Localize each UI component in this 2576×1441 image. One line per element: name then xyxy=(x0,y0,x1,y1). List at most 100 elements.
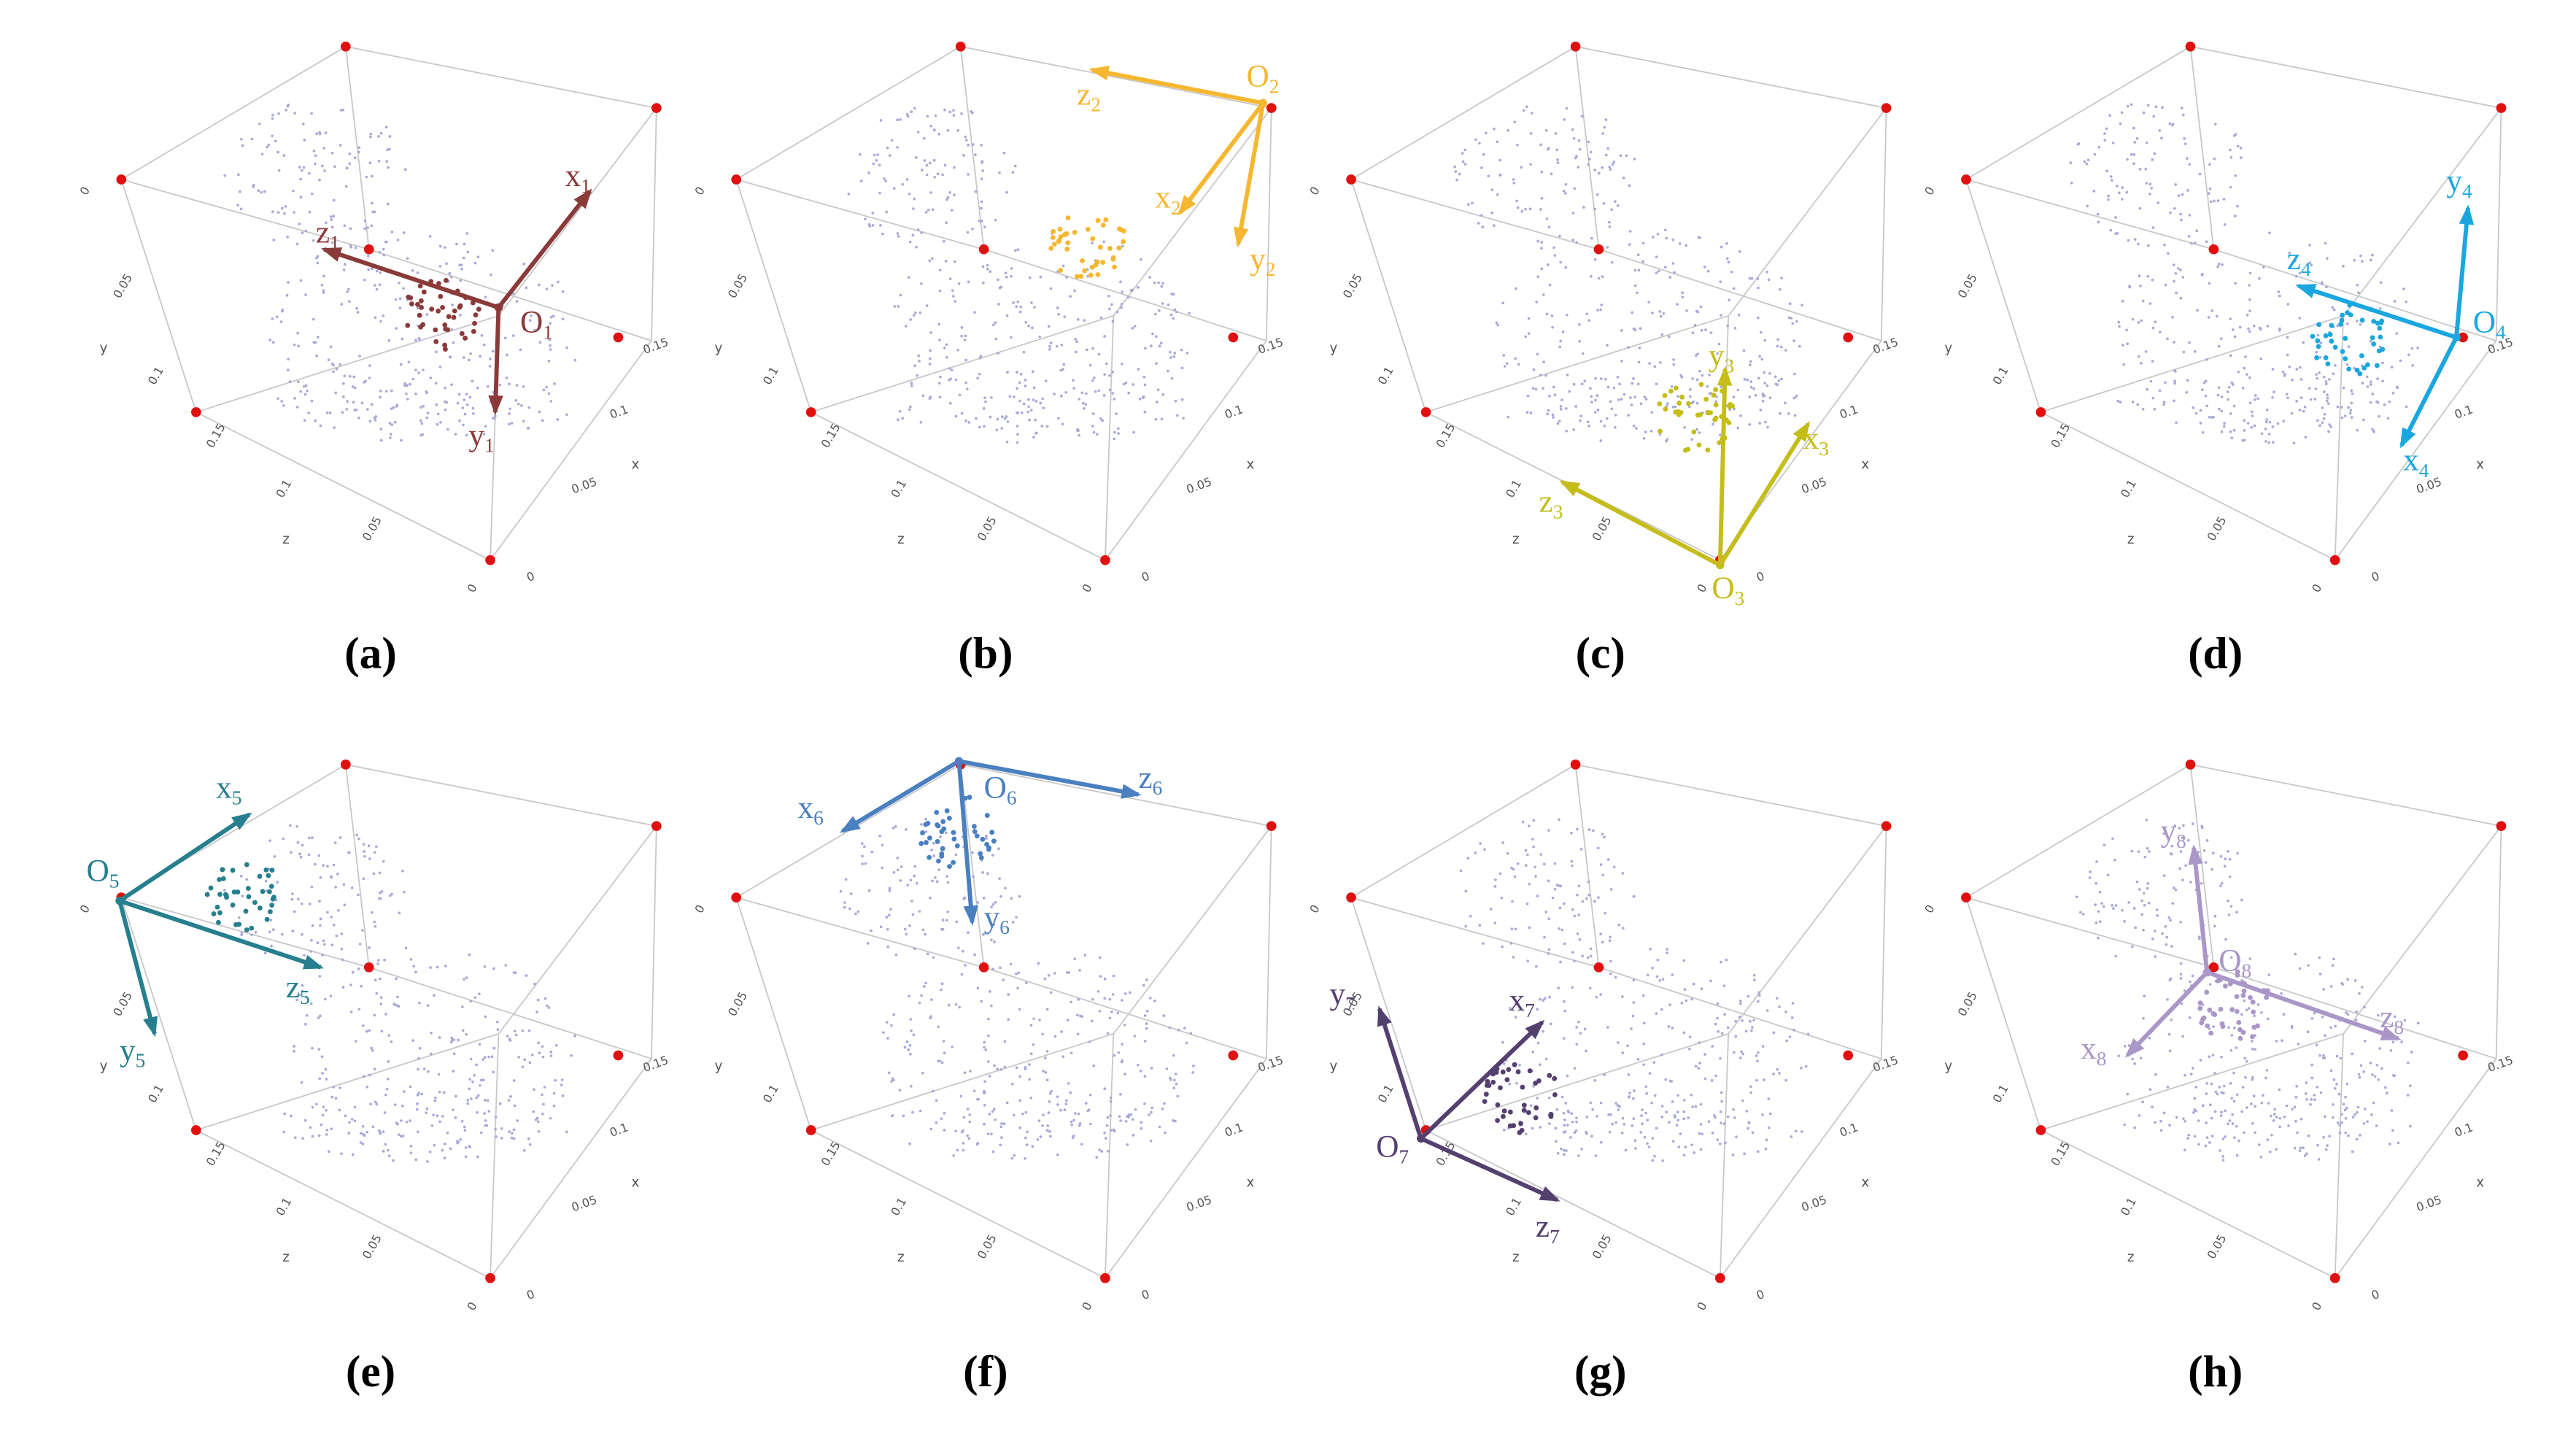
cloud-point xyxy=(1671,405,1675,409)
cloud-point xyxy=(2131,401,2135,403)
box-edge xyxy=(120,45,347,180)
cloud-point xyxy=(436,412,440,416)
corner-point xyxy=(613,1050,624,1061)
cloud-point xyxy=(330,225,334,229)
cloud-point xyxy=(954,378,958,382)
y-tick-label: 0.05 xyxy=(110,271,135,301)
cloud-point xyxy=(2138,168,2142,171)
cloud-point xyxy=(1621,872,1625,875)
cloud-point xyxy=(2213,924,2216,928)
cloud-point xyxy=(2232,1071,2235,1075)
cloud-point xyxy=(1641,260,1645,263)
segment-point xyxy=(2346,366,2352,372)
cloud-point xyxy=(340,932,344,935)
cloud-point xyxy=(913,874,916,878)
cloud-point xyxy=(357,146,361,150)
x-tick-label: 0 xyxy=(525,569,536,584)
cloud-point xyxy=(324,1067,328,1071)
segment-point xyxy=(2219,1021,2225,1027)
cloud-point xyxy=(1509,1007,1512,1010)
cloud-point xyxy=(1593,207,1596,211)
cloud-point xyxy=(1560,1095,1564,1099)
x-frame-label: x3 xyxy=(1803,421,1829,460)
cloud-point xyxy=(299,196,303,199)
cloud-point xyxy=(2092,190,2096,193)
cloud-point xyxy=(2315,350,2318,354)
cloud-point xyxy=(2113,859,2116,862)
cloud-point xyxy=(2237,370,2240,374)
cloud-point xyxy=(280,932,284,936)
cloud-point xyxy=(1501,945,1504,949)
cloud-point xyxy=(480,334,484,337)
y-frame-label-sub: 2 xyxy=(1266,258,1276,280)
cloud-point xyxy=(398,911,401,915)
cloud-point xyxy=(2215,314,2219,318)
cloud-point xyxy=(961,949,964,953)
cloud-point xyxy=(885,210,889,214)
cloud-point xyxy=(937,1059,940,1063)
cloud-point xyxy=(438,265,442,268)
frame-origin xyxy=(1716,560,1725,570)
cloud-point xyxy=(2146,847,2149,850)
cloud-point xyxy=(1660,1008,1663,1011)
cloud-point xyxy=(332,863,336,867)
cloud-point xyxy=(1091,997,1094,1001)
cloud-point xyxy=(982,407,986,410)
cloud-point xyxy=(1644,398,1648,401)
cloud-point xyxy=(1150,1106,1153,1110)
frame-origin xyxy=(2202,967,2211,977)
cloud-point xyxy=(1565,1149,1568,1152)
cloud-point xyxy=(2173,399,2175,403)
cloud-point xyxy=(529,314,533,317)
y-frame-label-sub: 4 xyxy=(2462,180,2472,202)
cloud-point xyxy=(475,1096,479,1100)
cloud-point xyxy=(2298,409,2302,412)
cloud-point xyxy=(362,1075,365,1078)
cloud-point xyxy=(2282,1013,2286,1016)
cloud-point xyxy=(476,255,480,259)
cloud-point xyxy=(343,374,347,378)
y-axis-label: y xyxy=(1329,341,1337,356)
cloud-point xyxy=(1761,1045,1765,1048)
cloud-point xyxy=(1573,959,1576,962)
cloud-point xyxy=(1659,314,1663,318)
segment-point xyxy=(1504,1077,1510,1083)
cloud-point xyxy=(980,160,984,163)
cloud-point xyxy=(1148,997,1152,1000)
segment-point xyxy=(415,301,420,307)
cloud-point xyxy=(2322,1054,2325,1057)
box-edge xyxy=(2334,315,2344,560)
cloud-point xyxy=(2179,850,2183,853)
cloud-point xyxy=(1172,1086,1176,1090)
cloud-point xyxy=(363,850,365,853)
cloud-point xyxy=(1596,408,1600,412)
cloud-point xyxy=(2386,417,2390,420)
cloud-point xyxy=(1747,1121,1751,1124)
cloud-point xyxy=(2381,361,2384,365)
cloud-point xyxy=(369,1102,372,1106)
cloud-point xyxy=(1691,1105,1695,1108)
cloud-point xyxy=(1676,395,1679,398)
cloud-point xyxy=(2135,136,2139,140)
panel: 00.050.10.150.10.0500.150.10.050yzxO6x6y… xyxy=(692,757,1285,1396)
cloud-point xyxy=(943,163,947,167)
box-edge xyxy=(811,1033,1114,1131)
cloud-point xyxy=(2358,1075,2362,1079)
cloud-point xyxy=(1070,1000,1072,1004)
cloud-point xyxy=(1498,173,1502,177)
cloud-point xyxy=(452,1070,455,1073)
cloud-point xyxy=(561,290,565,293)
cloud-point xyxy=(468,1087,471,1091)
cloud-point xyxy=(2231,1113,2234,1116)
z-tick-label: 0.05 xyxy=(1590,1232,1614,1261)
cloud-point xyxy=(345,166,349,169)
cloud-point xyxy=(1531,387,1535,390)
cloud-point xyxy=(1740,1050,1743,1054)
cloud-point xyxy=(522,385,525,388)
cloud-point xyxy=(899,879,902,882)
cloud-point xyxy=(546,1004,549,1008)
cloud-point xyxy=(427,1070,430,1073)
segment-point xyxy=(1065,240,1071,246)
cloud-point xyxy=(1061,422,1064,426)
segment-point xyxy=(2343,356,2348,362)
